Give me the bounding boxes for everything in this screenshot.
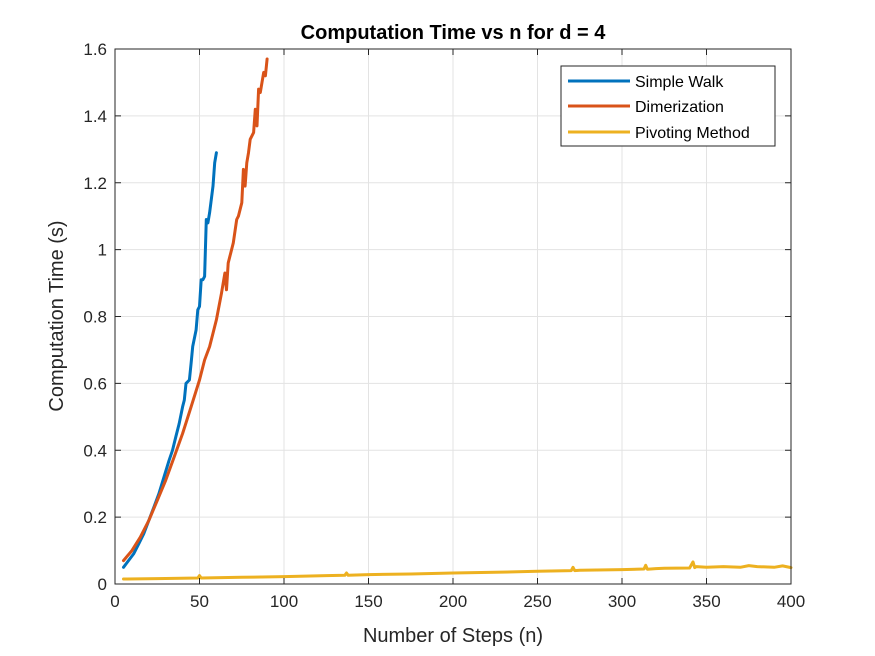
- x-tick-label-400: 400: [777, 592, 805, 611]
- axis-ticks: 0 50 100 150 200 250 300 350 400 0 0.2 0.4 0.6 0.8 1 1.…: [83, 40, 805, 611]
- y-tick-label-0-6: 0.6: [83, 374, 107, 393]
- y-tick-label-1-4: 1.4: [83, 107, 107, 126]
- x-tick-label-150: 150: [354, 592, 382, 611]
- y-axis-label: Computation Time (s): [46, 220, 68, 411]
- series-line-pivoting-method: [122, 560, 793, 581]
- x-tick-label-0: 0: [110, 592, 119, 611]
- x-axis-label: Number of Steps (n): [363, 625, 543, 647]
- y-tick-label-1-6: 1.6: [83, 40, 107, 59]
- y-tick-label-1: 1: [98, 241, 107, 260]
- series-line-dimerization: [122, 57, 269, 563]
- legend: Simple Walk Dimerization Pivoting Method: [560, 65, 776, 147]
- y-tick-label-0-4: 0.4: [83, 441, 107, 460]
- y-tick-label-0-8: 0.8: [83, 308, 107, 327]
- y-tick-label-1-2: 1.2: [83, 174, 107, 193]
- x-tick-label-200: 200: [439, 592, 467, 611]
- legend-label-pivoting-method: Pivoting Method: [635, 125, 750, 142]
- legend-label-simple-walk: Simple Walk: [635, 74, 724, 91]
- y-tick-label-0: 0: [98, 575, 107, 594]
- grid-lines: [115, 49, 791, 584]
- x-tick-label-350: 350: [692, 592, 720, 611]
- x-tick-label-250: 250: [523, 592, 551, 611]
- chart-title: Computation Time vs n for d = 4: [301, 22, 607, 44]
- series-layer: [122, 57, 793, 581]
- y-tick-label-0-2: 0.2: [83, 508, 107, 527]
- x-tick-label-50: 50: [190, 592, 209, 611]
- x-tick-label-100: 100: [270, 592, 298, 611]
- x-tick-label-300: 300: [608, 592, 636, 611]
- legend-label-dimerization: Dimerization: [635, 99, 724, 116]
